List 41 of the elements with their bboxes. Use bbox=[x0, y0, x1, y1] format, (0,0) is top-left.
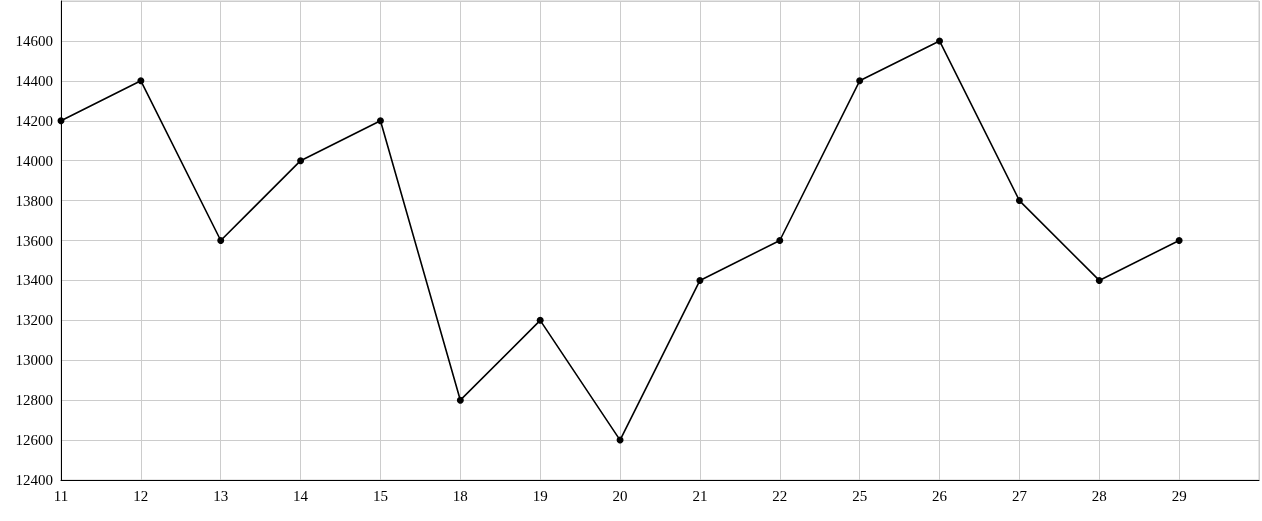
point bbox=[936, 37, 944, 45]
point bbox=[1015, 197, 1023, 205]
y-tick-label: 14000 bbox=[15, 152, 53, 169]
point bbox=[137, 77, 145, 85]
point bbox=[536, 316, 544, 324]
x-tick-label: 26 bbox=[932, 487, 948, 504]
y-tick-label: 14600 bbox=[15, 32, 53, 49]
point bbox=[1175, 237, 1183, 244]
point bbox=[776, 237, 784, 244]
x-tick-label: 25 bbox=[852, 487, 868, 504]
y-tick-label: 14400 bbox=[15, 72, 53, 89]
y-tick-label: 13400 bbox=[15, 272, 53, 289]
y-tick-label: 13000 bbox=[15, 352, 53, 369]
x-tick-label: 22 bbox=[772, 487, 788, 504]
x-tick-label: 21 bbox=[692, 487, 708, 504]
x-tick-label: 14 bbox=[293, 487, 309, 504]
point bbox=[57, 117, 65, 125]
x-tick-label: 13 bbox=[213, 487, 229, 504]
y-tick-label: 13200 bbox=[15, 312, 53, 329]
x-tick-label: 28 bbox=[1091, 487, 1107, 504]
x-tick-label: 20 bbox=[612, 487, 628, 504]
x-tick-label: 15 bbox=[372, 487, 388, 504]
point bbox=[217, 237, 225, 244]
x-tick-label: 11 bbox=[53, 487, 69, 504]
y-tick-label: 14200 bbox=[15, 112, 53, 129]
x-tick-label: 18 bbox=[452, 487, 468, 504]
y-tick-label: 12600 bbox=[15, 432, 53, 449]
point bbox=[856, 77, 864, 85]
x-tick-label: 19 bbox=[532, 487, 548, 504]
x-tick-label: 29 bbox=[1171, 487, 1187, 504]
point bbox=[297, 157, 305, 165]
y-tick-label: 12400 bbox=[15, 472, 53, 488]
x-tick-label: 12 bbox=[133, 487, 149, 504]
point bbox=[1095, 276, 1103, 284]
point bbox=[376, 117, 384, 125]
y-tick-label: 12800 bbox=[15, 392, 53, 409]
point bbox=[456, 396, 464, 404]
y-tick-label: 13600 bbox=[15, 232, 53, 249]
point bbox=[696, 276, 704, 284]
x-tick-label: 27 bbox=[1011, 487, 1028, 504]
y-tick-label: 13800 bbox=[15, 192, 53, 209]
